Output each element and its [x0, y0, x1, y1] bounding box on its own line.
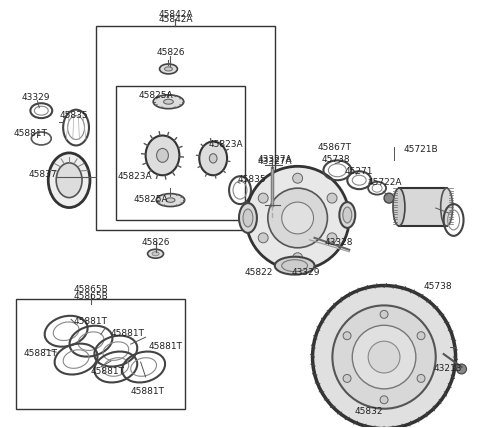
Circle shape — [352, 325, 416, 389]
Circle shape — [343, 332, 351, 340]
Ellipse shape — [165, 67, 172, 71]
Circle shape — [268, 188, 327, 248]
Ellipse shape — [156, 193, 185, 207]
Ellipse shape — [393, 188, 405, 226]
Ellipse shape — [243, 209, 253, 227]
Circle shape — [258, 193, 268, 203]
Text: 45835: 45835 — [238, 175, 266, 184]
Text: 45835: 45835 — [59, 111, 88, 120]
Circle shape — [384, 193, 394, 203]
Text: 43213: 43213 — [434, 364, 462, 373]
Circle shape — [293, 253, 302, 263]
Ellipse shape — [339, 202, 355, 228]
Text: 45826: 45826 — [156, 48, 185, 57]
Ellipse shape — [153, 95, 184, 109]
Text: 45738: 45738 — [424, 282, 453, 291]
Text: 45881T: 45881T — [131, 387, 165, 396]
Text: 45867T: 45867T — [317, 143, 351, 152]
Text: 45881T: 45881T — [13, 128, 48, 137]
Text: 43328: 43328 — [324, 238, 353, 247]
Ellipse shape — [441, 188, 453, 226]
Circle shape — [258, 233, 268, 243]
Text: 45825A: 45825A — [133, 195, 168, 204]
Ellipse shape — [282, 260, 308, 272]
Circle shape — [343, 374, 351, 382]
Bar — [96, 26, 275, 230]
Circle shape — [417, 332, 425, 340]
Text: 45823A: 45823A — [118, 172, 153, 181]
Ellipse shape — [56, 163, 82, 198]
Ellipse shape — [48, 153, 90, 208]
Circle shape — [332, 306, 436, 409]
Ellipse shape — [166, 198, 175, 202]
Text: 45881T: 45881T — [111, 329, 145, 338]
Ellipse shape — [148, 249, 164, 258]
Text: 45865B: 45865B — [73, 292, 108, 301]
Circle shape — [380, 396, 388, 404]
Ellipse shape — [239, 203, 257, 233]
Ellipse shape — [159, 64, 178, 74]
Bar — [116, 86, 245, 220]
Text: 45825A: 45825A — [138, 91, 173, 100]
Text: 45832: 45832 — [355, 407, 384, 416]
Text: 45865B: 45865B — [73, 285, 108, 294]
Circle shape — [456, 364, 467, 374]
Bar — [16, 300, 185, 409]
Circle shape — [246, 166, 349, 270]
Circle shape — [327, 233, 337, 243]
Text: 43329: 43329 — [22, 93, 50, 102]
Circle shape — [380, 310, 388, 318]
Ellipse shape — [275, 257, 314, 275]
Ellipse shape — [199, 142, 227, 175]
Text: 45722A: 45722A — [367, 178, 402, 187]
Text: 45271: 45271 — [344, 167, 373, 176]
Text: 43327A: 43327A — [258, 158, 292, 166]
Text: 43329: 43329 — [292, 268, 320, 276]
Text: 45837: 45837 — [29, 170, 58, 179]
Text: 45721B: 45721B — [404, 146, 439, 155]
Circle shape — [417, 374, 425, 382]
Ellipse shape — [156, 149, 168, 162]
Text: 43327A: 43327A — [258, 155, 292, 164]
Text: 45881T: 45881T — [73, 317, 107, 326]
Circle shape — [368, 341, 400, 373]
Ellipse shape — [209, 154, 217, 163]
Text: 45738: 45738 — [322, 155, 350, 164]
Text: 45826: 45826 — [141, 238, 170, 247]
Circle shape — [293, 173, 302, 183]
Text: 45881T: 45881T — [24, 349, 58, 358]
Circle shape — [312, 285, 456, 428]
Circle shape — [327, 193, 337, 203]
Ellipse shape — [164, 99, 173, 104]
Text: 45842A: 45842A — [158, 10, 192, 19]
Ellipse shape — [343, 207, 352, 223]
Text: 45881T: 45881T — [149, 342, 182, 351]
Text: 45822: 45822 — [245, 268, 273, 276]
Text: 45823A: 45823A — [208, 140, 243, 149]
Bar — [399, 188, 447, 226]
Ellipse shape — [145, 136, 180, 175]
Text: 45881T: 45881T — [91, 367, 125, 376]
Text: 45842A: 45842A — [158, 15, 192, 24]
Circle shape — [282, 202, 313, 234]
Ellipse shape — [152, 252, 159, 256]
